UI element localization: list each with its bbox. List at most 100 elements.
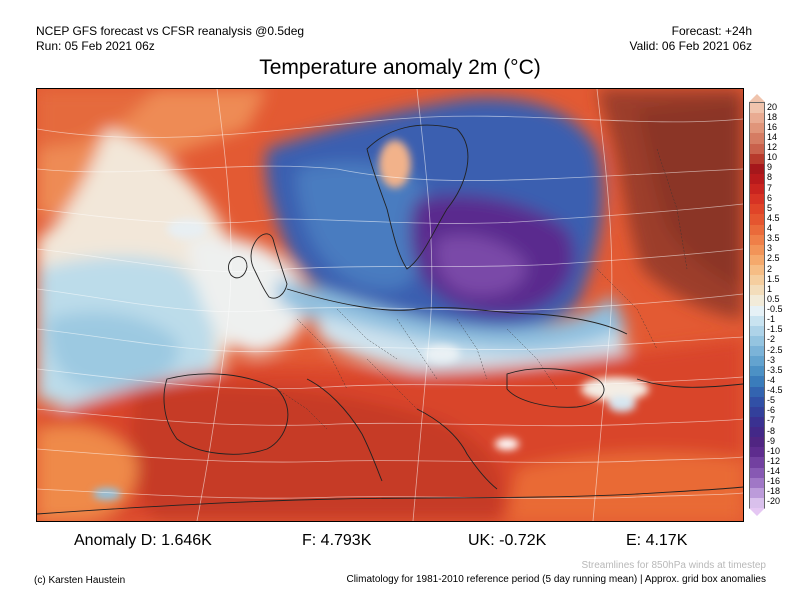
legend-swatch	[750, 386, 764, 398]
legend-swatch	[750, 447, 764, 458]
legend-label: 0.5	[767, 293, 780, 304]
legend-swatch	[750, 234, 764, 246]
legend-label: 6	[767, 192, 773, 203]
legend-swatch	[750, 376, 764, 387]
legend-swatch	[750, 406, 764, 418]
legend-label: 3.5	[767, 233, 780, 244]
legend-swatch	[750, 113, 764, 124]
legend-swatch	[750, 477, 764, 489]
legend-label: -12	[767, 455, 781, 466]
legend-label: -18	[767, 486, 781, 497]
legend-swatch	[750, 103, 764, 114]
legend-swatch	[750, 315, 764, 327]
legend-label: 20	[767, 101, 778, 112]
valid-label: Valid: 06 Feb 2021 06z	[629, 39, 752, 53]
legend-swatch	[750, 396, 764, 408]
legend-swatch	[750, 254, 764, 266]
legend-swatch	[750, 427, 764, 438]
legend-swatch	[750, 325, 764, 337]
wind-streamlines	[37, 89, 743, 521]
legend-swatch	[750, 497, 764, 508]
legend-label: 3	[767, 243, 773, 254]
climatology-note: Climatology for 1981-2010 reference peri…	[346, 574, 766, 585]
model-label: NCEP GFS forecast vs CFSR reanalysis @0.…	[36, 24, 305, 38]
legend-label: -3.5	[767, 364, 783, 375]
legend-label: -10	[767, 445, 781, 456]
legend-label: 1.5	[767, 273, 780, 284]
legend-swatch	[750, 366, 764, 377]
legend-max-arrow	[749, 94, 765, 102]
legend-swatch	[750, 244, 764, 256]
run-label: Run: 05 Feb 2021 06z	[36, 39, 155, 53]
legend-label: -7	[767, 415, 776, 426]
legend-label: -14	[767, 466, 781, 477]
legend-min-arrow	[749, 508, 765, 516]
legend-label: 2	[767, 263, 773, 274]
legend-swatch	[750, 133, 764, 144]
legend-swatch	[750, 214, 764, 225]
legend-label: -9	[767, 435, 776, 446]
legend-label: -1	[767, 314, 776, 325]
header-left: NCEP GFS forecast vs CFSR reanalysis @0.…	[36, 24, 304, 54]
legend-swatch	[750, 143, 764, 155]
legend-label: 8	[767, 172, 773, 183]
coastlines	[37, 124, 743, 515]
legend-swatch	[750, 173, 764, 185]
stat-europe: E: 4.17K	[626, 532, 688, 549]
legend-swatch	[750, 265, 764, 276]
legend-label: -4	[767, 374, 776, 385]
legend-label: -0.5	[767, 304, 783, 315]
legend-swatch	[750, 437, 764, 448]
legend-label: 18	[767, 111, 778, 122]
legend-label: 14	[767, 131, 778, 142]
legend-swatch	[750, 194, 764, 205]
legend-label: 4.5	[767, 212, 780, 223]
legend-swatch	[750, 204, 764, 215]
legend-label: -6	[767, 405, 776, 416]
legend-swatch	[750, 356, 764, 367]
temperature-anomaly-map	[36, 88, 744, 522]
legend-label: -8	[767, 425, 776, 436]
legend-swatch	[750, 335, 764, 347]
legend-label: 4	[767, 223, 773, 234]
copyright: (c) Karsten Haustein	[34, 575, 126, 586]
legend-swatch	[750, 457, 764, 468]
legend-swatch	[750, 416, 764, 428]
forecast-label: Forecast: +24h	[671, 24, 752, 38]
legend-swatch	[750, 123, 764, 134]
legend-label: -2.5	[767, 344, 783, 355]
legend-swatch	[750, 305, 764, 317]
legend-label: 12	[767, 142, 778, 153]
header-right: Forecast: +24h Valid: 06 Feb 2021 06z	[629, 24, 752, 54]
legend-swatch	[750, 487, 764, 499]
stat-domain: Anomaly D: 1.646K	[74, 532, 212, 549]
legend-swatch	[750, 224, 764, 236]
legend-swatch	[750, 153, 764, 165]
legend-label: -3	[767, 354, 776, 365]
legend-label: -1.5	[767, 324, 783, 335]
legend-label: 2.5	[767, 253, 780, 264]
legend-swatch	[750, 184, 764, 195]
color-legend	[749, 102, 765, 509]
legend-swatch	[750, 275, 764, 286]
legend-swatch	[750, 346, 764, 357]
country-borders	[276, 148, 688, 430]
legend-swatch	[750, 285, 764, 296]
legend-label: -4.5	[767, 385, 783, 396]
legend-label: 7	[767, 182, 773, 193]
legend-swatch	[750, 295, 764, 306]
legend-label: 9	[767, 162, 773, 173]
map-canvas	[37, 89, 743, 521]
legend-swatch	[750, 467, 764, 479]
streamlines-note: Streamlines for 850hPa winds at timestep	[581, 560, 766, 571]
legend-swatch	[750, 163, 764, 175]
legend-label: 16	[767, 121, 778, 132]
stat-uk: UK: -0.72K	[468, 532, 547, 549]
legend-label: 10	[767, 152, 778, 163]
stat-france: F: 4.793K	[302, 532, 372, 549]
legend-label: 1	[767, 283, 773, 294]
legend-label: 5	[767, 202, 773, 213]
legend-label: -16	[767, 476, 781, 487]
map-title: Temperature anomaly 2m (°C)	[259, 56, 541, 79]
legend-label: -20	[767, 496, 781, 507]
